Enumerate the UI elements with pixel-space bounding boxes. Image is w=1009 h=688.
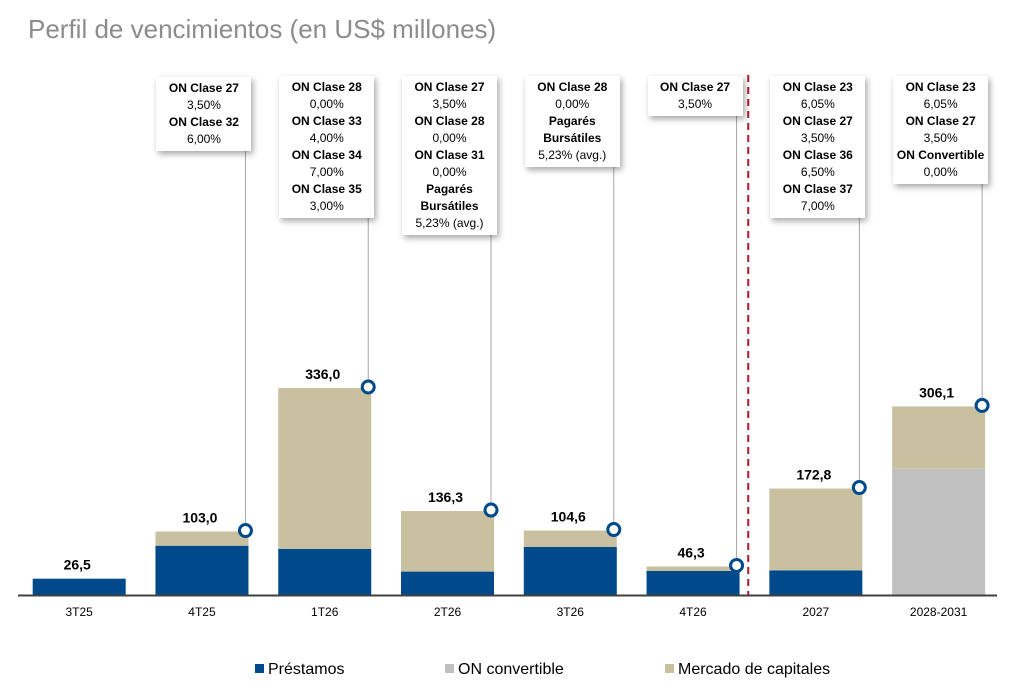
x-tick-label: 2027 (802, 605, 829, 619)
callout-rate: 4,00% (309, 131, 344, 145)
callout-rate: 6,50% (800, 165, 835, 179)
callout-rate: 7,00% (309, 165, 344, 179)
callout-instrument: ON Clase 23 (905, 80, 976, 94)
bar-on-convertible (892, 468, 986, 595)
legend-label-mercado: Mercado de capitales (678, 661, 831, 678)
callout-rate: 0,00% (432, 131, 467, 145)
legend-item-prestamos: Préstamos (255, 661, 344, 679)
bar-mercado (646, 566, 740, 571)
callout-instrument: ON Clase 27 (660, 80, 731, 94)
callout-rate: 6,05% (800, 97, 835, 111)
bar-prestamos (155, 545, 249, 595)
bar-mercado (401, 511, 495, 572)
callout-marker (851, 480, 867, 496)
callout-instrument: ON Clase 33 (291, 114, 362, 128)
rate-callout: ON Clase 27 3,50% ON Clase 28 0,00% ON Clase… (402, 76, 497, 235)
bar-prestamos (32, 578, 126, 595)
bar-mercado (278, 388, 372, 549)
legend-label-prestamos: Préstamos (268, 661, 345, 678)
callout-instrument: ON Clase 28 (414, 114, 485, 128)
total-data-label: 103,0 (182, 510, 217, 526)
x-tick-label: 3T26 (557, 605, 585, 619)
x-tick-label: 4T26 (679, 605, 707, 619)
legend-swatch-mercado (665, 664, 674, 673)
rate-callout: ON Clase 23 6,05% ON Clase 27 3,50% ON Conve… (893, 76, 989, 184)
total-data-label: 104,6 (551, 509, 586, 525)
callout-marker (974, 397, 990, 413)
callout-rate: 0,00% (432, 165, 467, 179)
total-data-label: 46,3 (677, 544, 704, 560)
bar-prestamos (769, 570, 863, 595)
legend-item-mercado: Mercado de capitales (665, 661, 830, 679)
callout-rate: 0,00% (555, 97, 590, 111)
callout-instrument: ON Clase 27 (782, 114, 853, 128)
rate-callout: ON Clase 28 0,00% ON Clase 33 4,00% ON Clase… (279, 76, 375, 218)
callout-instrument: Pagarés Bursátiles (420, 182, 479, 213)
bar-mercado (155, 531, 249, 546)
callout-rate: 3,50% (186, 98, 221, 112)
bar-prestamos (646, 570, 740, 595)
callout-instrument: ON Clase 27 (168, 81, 239, 95)
callout-instrument: Pagarés Bursátiles (543, 114, 602, 145)
callout-rate: 3,50% (678, 97, 713, 111)
rate-callout: ON Clase 28 0,00% Pagarés Bursátiles 5,23% … (524, 76, 620, 167)
callout-instrument: ON Convertible (896, 148, 985, 162)
total-data-label: 172,8 (796, 467, 831, 483)
rate-callout: ON Clase 27 3,50% ON Clase 32 6,00% (156, 77, 252, 151)
callout-instrument: ON Clase 36 (782, 148, 853, 162)
bar-prestamos (401, 571, 495, 595)
chart-title: Perfil de vencimientos (en US$ millones) (28, 14, 497, 44)
legend-label-on-convertible: ON convertible (458, 661, 564, 678)
legend-item-on-convertible: ON convertible (445, 661, 564, 679)
callout-instrument: ON Clase 27 (905, 114, 976, 128)
callout-rate: 7,00% (800, 199, 835, 213)
callout-instrument: ON Clase 32 (168, 115, 239, 129)
callout-instrument: ON Clase 37 (782, 182, 853, 196)
callout-rate: 0,00% (309, 97, 344, 111)
callout-rate: 6,00% (186, 132, 221, 146)
total-data-label: 26,5 (64, 557, 91, 573)
x-tick-label: 3T25 (66, 605, 94, 619)
x-tick-label: 2028-2031 (910, 605, 968, 619)
callout-rate: 3,50% (432, 97, 467, 111)
x-tick-label: 2T26 (434, 605, 462, 619)
bar-prestamos (523, 546, 617, 595)
x-tick-label: 4T25 (188, 605, 216, 619)
bar-mercado (892, 406, 986, 469)
callout-rate: 3,00% (309, 199, 344, 213)
legend-swatch-on-convertible (445, 664, 454, 673)
callout-rate: 0,00% (923, 165, 958, 179)
callout-instrument: ON Clase 28 (537, 80, 608, 94)
callout-rate: 5,23% (avg.) (538, 148, 607, 162)
callout-marker (237, 523, 253, 539)
callout-instrument: ON Clase 34 (291, 148, 362, 162)
callout-marker (483, 502, 499, 518)
callout-instrument: ON Clase 31 (414, 148, 485, 162)
callout-instrument: ON Clase 28 (291, 80, 362, 94)
bar-prestamos (278, 548, 372, 595)
legend-swatch-prestamos (255, 664, 264, 673)
callout-rate: 3,50% (923, 131, 958, 145)
callout-instrument: ON Clase 27 (414, 80, 485, 94)
rate-callout: ON Clase 23 6,05% ON Clase 27 3,50% ON Clase… (770, 76, 866, 218)
callout-rate: 5,23% (avg.) (415, 216, 484, 230)
bar-mercado (523, 530, 617, 547)
callout-marker (729, 557, 745, 573)
total-data-label: 136,3 (428, 489, 463, 505)
x-tick-label: 1T26 (311, 605, 339, 619)
callout-rate: 3,50% (800, 131, 835, 145)
rate-callout: ON Clase 27 3,50% (647, 76, 743, 116)
callout-instrument: ON Clase 35 (291, 182, 362, 196)
callout-marker (360, 379, 376, 395)
callout-rate: 6,05% (923, 97, 958, 111)
callout-marker (606, 522, 622, 538)
legend: Préstamos ON convertible Mercado de capi… (0, 661, 1009, 681)
total-data-label: 306,1 (919, 384, 954, 400)
total-data-label: 336,0 (305, 366, 340, 382)
callout-instrument: ON Clase 23 (782, 80, 853, 94)
bar-mercado (769, 488, 863, 571)
